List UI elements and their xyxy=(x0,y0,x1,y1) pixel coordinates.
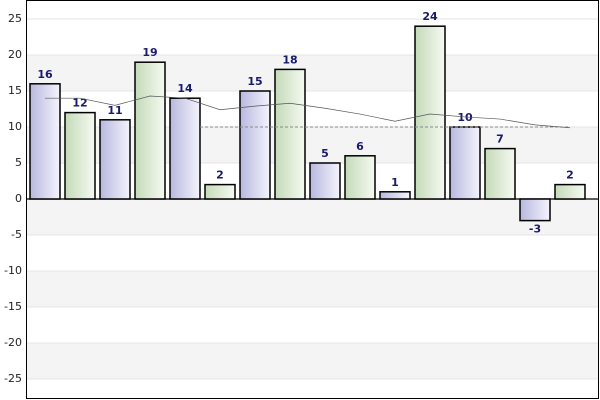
y-tick-label: 10 xyxy=(8,120,22,133)
value-label: 15 xyxy=(247,75,262,88)
y-tick-label: 25 xyxy=(8,12,22,25)
y-tick-label: -20 xyxy=(4,336,22,349)
bar xyxy=(484,147,516,200)
grid-band xyxy=(27,55,598,91)
value-label: 6 xyxy=(356,140,364,153)
grid-band xyxy=(27,271,598,307)
value-label: 16 xyxy=(37,68,53,81)
value-label: -3 xyxy=(529,223,541,236)
grid-band xyxy=(27,343,598,379)
trend-line xyxy=(45,95,571,129)
y-tick-label: -25 xyxy=(4,372,22,385)
value-label: 11 xyxy=(107,104,122,117)
value-label: 19 xyxy=(142,46,157,59)
bar xyxy=(414,25,446,200)
value-label: 18 xyxy=(282,53,297,66)
bar xyxy=(274,68,306,200)
bar xyxy=(519,198,551,222)
value-label: 1 xyxy=(391,176,399,189)
bar xyxy=(449,126,481,200)
bar xyxy=(29,83,61,200)
value-label: 10 xyxy=(457,111,473,124)
bar xyxy=(344,155,376,200)
y-tick-label: -5 xyxy=(11,228,22,241)
bar xyxy=(64,111,96,200)
y-tick-label: 15 xyxy=(8,84,22,97)
y-tick-label: -10 xyxy=(4,264,22,277)
value-label: 2 xyxy=(566,169,574,182)
value-label: 12 xyxy=(72,97,87,110)
value-label: 2 xyxy=(216,169,224,182)
value-label: 7 xyxy=(496,133,504,146)
y-tick-label: 0 xyxy=(15,192,22,205)
bar xyxy=(169,97,201,200)
value-label: 5 xyxy=(321,147,329,160)
value-label: 14 xyxy=(177,82,193,95)
bar xyxy=(554,183,586,200)
bar xyxy=(134,61,166,200)
grid-band xyxy=(27,199,598,235)
y-tick-label: 5 xyxy=(15,156,22,169)
y-tick-label: 20 xyxy=(8,48,22,61)
bar xyxy=(204,183,236,200)
bar xyxy=(379,191,411,200)
y-tick-label: -15 xyxy=(4,300,22,313)
bar xyxy=(239,90,271,200)
bar xyxy=(309,162,341,200)
bar xyxy=(99,119,131,200)
value-label: 24 xyxy=(422,10,438,23)
